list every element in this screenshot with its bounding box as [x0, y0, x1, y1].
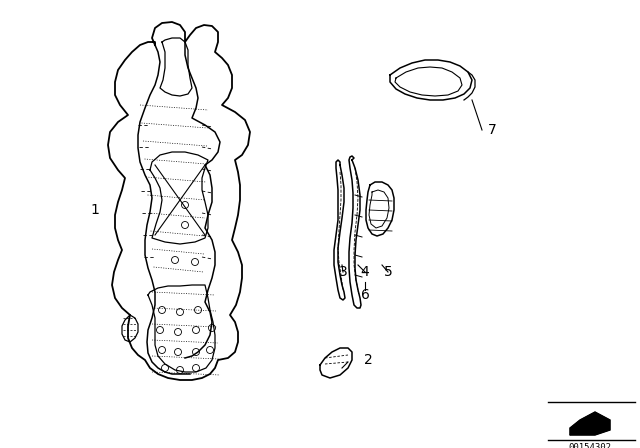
Text: 6: 6 [360, 288, 369, 302]
Text: 2: 2 [364, 353, 372, 367]
Polygon shape [570, 412, 610, 435]
Text: 7: 7 [488, 123, 497, 137]
Text: 00154302: 00154302 [568, 443, 611, 448]
Text: 1: 1 [91, 203, 99, 217]
Text: 3: 3 [339, 265, 348, 279]
Text: 5: 5 [383, 265, 392, 279]
Text: 4: 4 [360, 265, 369, 279]
